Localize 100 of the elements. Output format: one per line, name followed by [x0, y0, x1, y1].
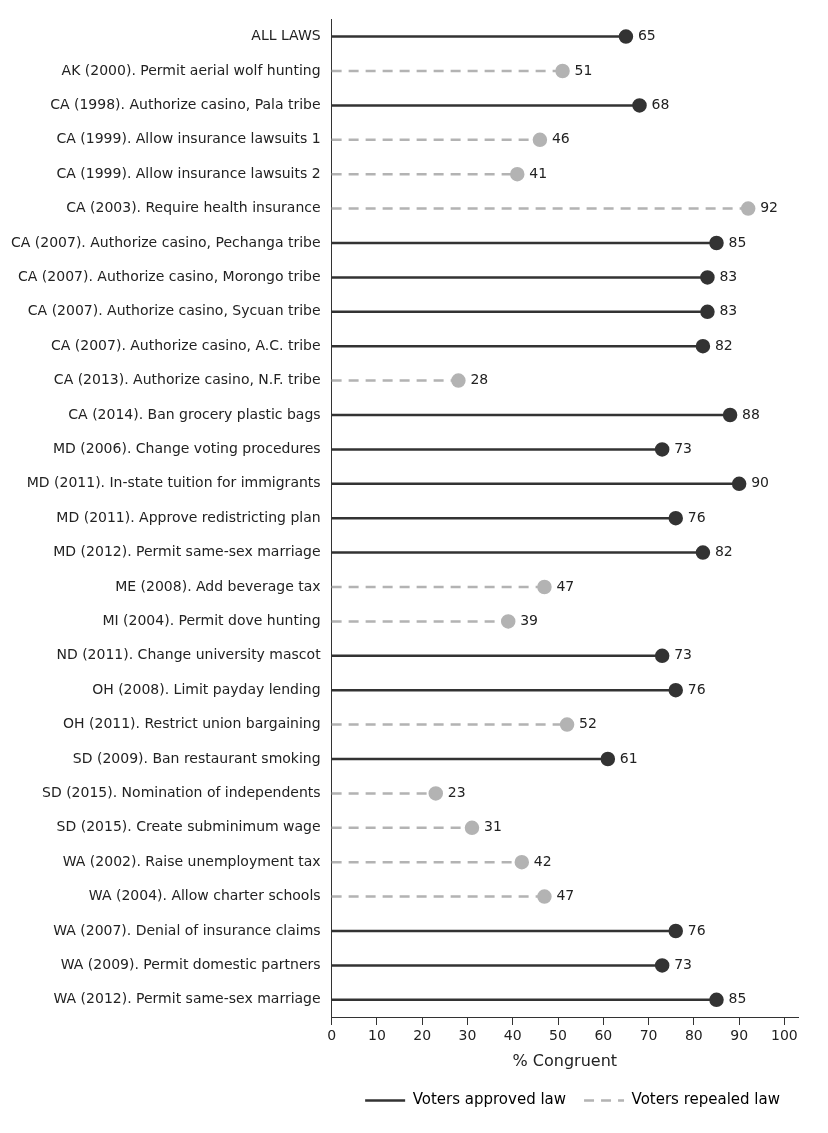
data-label: 28 — [470, 371, 489, 388]
data-label: 88 — [742, 405, 760, 422]
point — [451, 373, 466, 388]
point — [559, 717, 575, 732]
point — [618, 29, 634, 44]
x-tick-label: 100 — [771, 1027, 798, 1044]
y-tick-label: CA (1998). Authorize casino, Pala tribe — [50, 96, 321, 113]
data-label: 61 — [619, 749, 638, 766]
data-label: 46 — [551, 130, 570, 147]
x-tick-label: 20 — [413, 1027, 432, 1044]
point — [722, 407, 738, 423]
point — [700, 270, 715, 285]
data-label: 82 — [714, 336, 733, 353]
data-label: 51 — [574, 61, 593, 78]
y-tick-label: CA (2013). Authorize casino, N.F. tribe — [53, 371, 321, 388]
y-tick-label: MD (2006). Change voting procedures — [53, 440, 321, 457]
point — [632, 98, 647, 113]
y-tick-label: WA (2009). Permit domestic partners — [60, 956, 321, 973]
data-label: 23 — [447, 784, 466, 801]
point — [514, 854, 530, 870]
point — [537, 889, 552, 904]
x-tick-label: 30 — [458, 1027, 477, 1044]
point — [654, 958, 670, 973]
y-tick-label: ME (2008). Add beverage tax — [115, 577, 321, 594]
x-tick-label: 50 — [549, 1027, 567, 1044]
y-tick-label: MD (2011). Approve redistricting plan — [56, 508, 321, 525]
point — [428, 786, 444, 801]
y-tick-label: MI (2004). Permit dove hunting — [102, 612, 321, 629]
x-tick-label: 90 — [730, 1027, 749, 1044]
data-label: 85 — [728, 990, 747, 1007]
y-tick-label: CA (1999). Allow insurance lawsuits 2 — [56, 164, 321, 181]
x-tick-label: 0 — [327, 1027, 337, 1044]
y-tick-label: OH (2011). Restrict union bargaining — [63, 715, 321, 732]
point — [654, 442, 670, 457]
point — [510, 166, 525, 182]
data-label: 47 — [556, 577, 575, 594]
y-tick-label: AK (2000). Permit aerial wolf hunting — [61, 61, 321, 78]
y-tick-label: CA (2007). Authorize casino, A.C. tribe — [51, 336, 321, 353]
point — [731, 476, 747, 492]
y-tick-label: MD (2012). Permit same-sex marriage — [53, 543, 321, 560]
point — [532, 132, 548, 148]
point — [740, 201, 756, 216]
y-tick-label: CA (2007). Authorize casino, Pechanga tribe — [11, 233, 321, 250]
data-label: 73 — [674, 646, 692, 663]
data-label: 92 — [760, 199, 779, 216]
point — [555, 63, 570, 79]
point — [695, 338, 711, 354]
x-tick-label: 70 — [639, 1027, 658, 1044]
x-tick-label: 40 — [503, 1027, 522, 1044]
y-tick-label: CA (2014). Ban grocery plastic bags — [68, 405, 321, 422]
data-label: 82 — [714, 543, 733, 560]
x-tick-label: 80 — [684, 1027, 703, 1044]
point — [500, 614, 516, 629]
y-tick-label: MD (2011). In-state tuition for immigrants — [26, 474, 321, 491]
point — [700, 304, 715, 320]
data-label: 65 — [637, 27, 656, 44]
data-label: 68 — [651, 96, 670, 113]
point — [668, 510, 683, 526]
y-tick-label: CA (2003). Require health insurance — [66, 199, 321, 216]
data-label: 73 — [674, 440, 692, 457]
y-tick-label: ALL LAWS — [251, 27, 321, 44]
data-label: 76 — [687, 680, 706, 697]
y-tick-label: WA (2002). Raise unemployment tax — [62, 852, 321, 869]
y-tick-label: CA (2007). Authorize casino, Morongo tribe — [18, 268, 321, 285]
legend-label: Voters repealed law — [631, 1090, 781, 1109]
y-tick-label: ND (2011). Change university mascot — [56, 646, 322, 663]
y-tick-label: WA (2012). Permit same-sex marriage — [53, 990, 321, 1007]
point — [709, 992, 724, 1008]
y-tick-label: WA (2004). Allow charter schools — [88, 887, 321, 904]
y-tick-label: SD (2009). Ban restaurant smoking — [72, 749, 321, 766]
point — [668, 682, 683, 698]
point — [654, 648, 670, 664]
data-label: 41 — [529, 164, 548, 181]
data-label: 85 — [728, 233, 747, 250]
point — [600, 751, 616, 767]
data-label: 39 — [520, 612, 539, 629]
data-label: 47 — [556, 887, 575, 904]
point — [464, 820, 480, 836]
y-tick-label: SD (2015). Nomination of independents — [42, 784, 321, 801]
point — [537, 579, 552, 595]
data-label: 73 — [674, 956, 692, 973]
point — [668, 923, 683, 939]
legend-label: Voters approved law — [412, 1090, 567, 1109]
data-label: 52 — [579, 715, 597, 732]
y-tick-label: SD (2015). Create subminimum wage — [56, 818, 321, 835]
data-label: 76 — [687, 921, 706, 938]
data-label: 83 — [719, 302, 738, 319]
data-label: 90 — [751, 474, 769, 491]
data-label: 42 — [533, 852, 552, 869]
data-label: 76 — [687, 508, 706, 525]
x-tick-label: 10 — [367, 1027, 386, 1044]
y-tick-label: CA (1999). Allow insurance lawsuits 1 — [56, 130, 321, 147]
point — [695, 545, 711, 560]
x-tick-label: 60 — [594, 1027, 613, 1044]
point — [709, 235, 724, 251]
data-label: 31 — [483, 818, 502, 835]
y-tick-label: OH (2008). Limit payday lending — [92, 680, 321, 697]
y-tick-label: WA (2007). Denial of insurance claims — [53, 921, 321, 938]
y-tick-label: CA (2007). Authorize casino, Sycuan tribe — [27, 302, 321, 319]
x-axis-title: % Congruent — [512, 1050, 618, 1070]
